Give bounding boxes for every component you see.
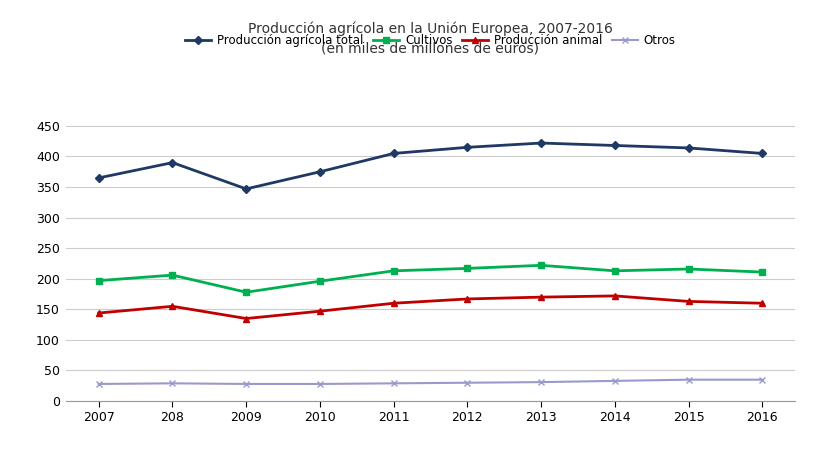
Otros: [388, 381, 398, 386]
Producción animal: [683, 299, 693, 304]
Producción animal: [93, 310, 103, 316]
Producción agrícola total: [536, 140, 545, 146]
Producción animal: [314, 308, 324, 314]
Producción agrícola total: [241, 186, 251, 192]
Otros: [683, 377, 693, 383]
Producción animal: [167, 303, 177, 309]
Cultivos: [757, 269, 767, 275]
Otros: [757, 377, 767, 383]
Title: Producción agrícola en la Unión Europea, 2007-2016
(en miles de millones de euro: Producción agrícola en la Unión Europea,…: [248, 21, 612, 55]
Legend: Producción agrícola total, Cultivos, Producción animal, Otros: Producción agrícola total, Cultivos, Pro…: [180, 30, 680, 52]
Line: Otros: Otros: [96, 377, 764, 387]
Producción animal: [609, 293, 619, 299]
Otros: [314, 381, 324, 387]
Otros: [167, 381, 177, 386]
Producción agrícola total: [93, 175, 103, 181]
Producción agrícola total: [757, 151, 767, 156]
Cultivos: [683, 266, 693, 272]
Otros: [241, 381, 251, 387]
Cultivos: [388, 268, 398, 273]
Cultivos: [167, 272, 177, 278]
Producción animal: [536, 295, 545, 300]
Otros: [93, 381, 103, 387]
Producción animal: [241, 316, 251, 321]
Producción animal: [757, 301, 767, 306]
Line: Producción agrícola total: Producción agrícola total: [96, 140, 764, 192]
Cultivos: [462, 266, 472, 271]
Otros: [536, 379, 545, 385]
Cultivos: [93, 278, 103, 284]
Line: Cultivos: Cultivos: [96, 263, 764, 295]
Producción agrícola total: [388, 151, 398, 156]
Producción animal: [462, 296, 472, 302]
Producción animal: [388, 301, 398, 306]
Producción agrícola total: [683, 145, 693, 151]
Otros: [462, 380, 472, 385]
Producción agrícola total: [314, 169, 324, 175]
Producción agrícola total: [609, 143, 619, 148]
Producción agrícola total: [167, 160, 177, 165]
Cultivos: [536, 263, 545, 268]
Cultivos: [314, 278, 324, 284]
Cultivos: [241, 290, 251, 295]
Producción agrícola total: [462, 145, 472, 150]
Otros: [609, 378, 619, 384]
Line: Producción animal: Producción animal: [96, 293, 764, 321]
Cultivos: [609, 268, 619, 273]
